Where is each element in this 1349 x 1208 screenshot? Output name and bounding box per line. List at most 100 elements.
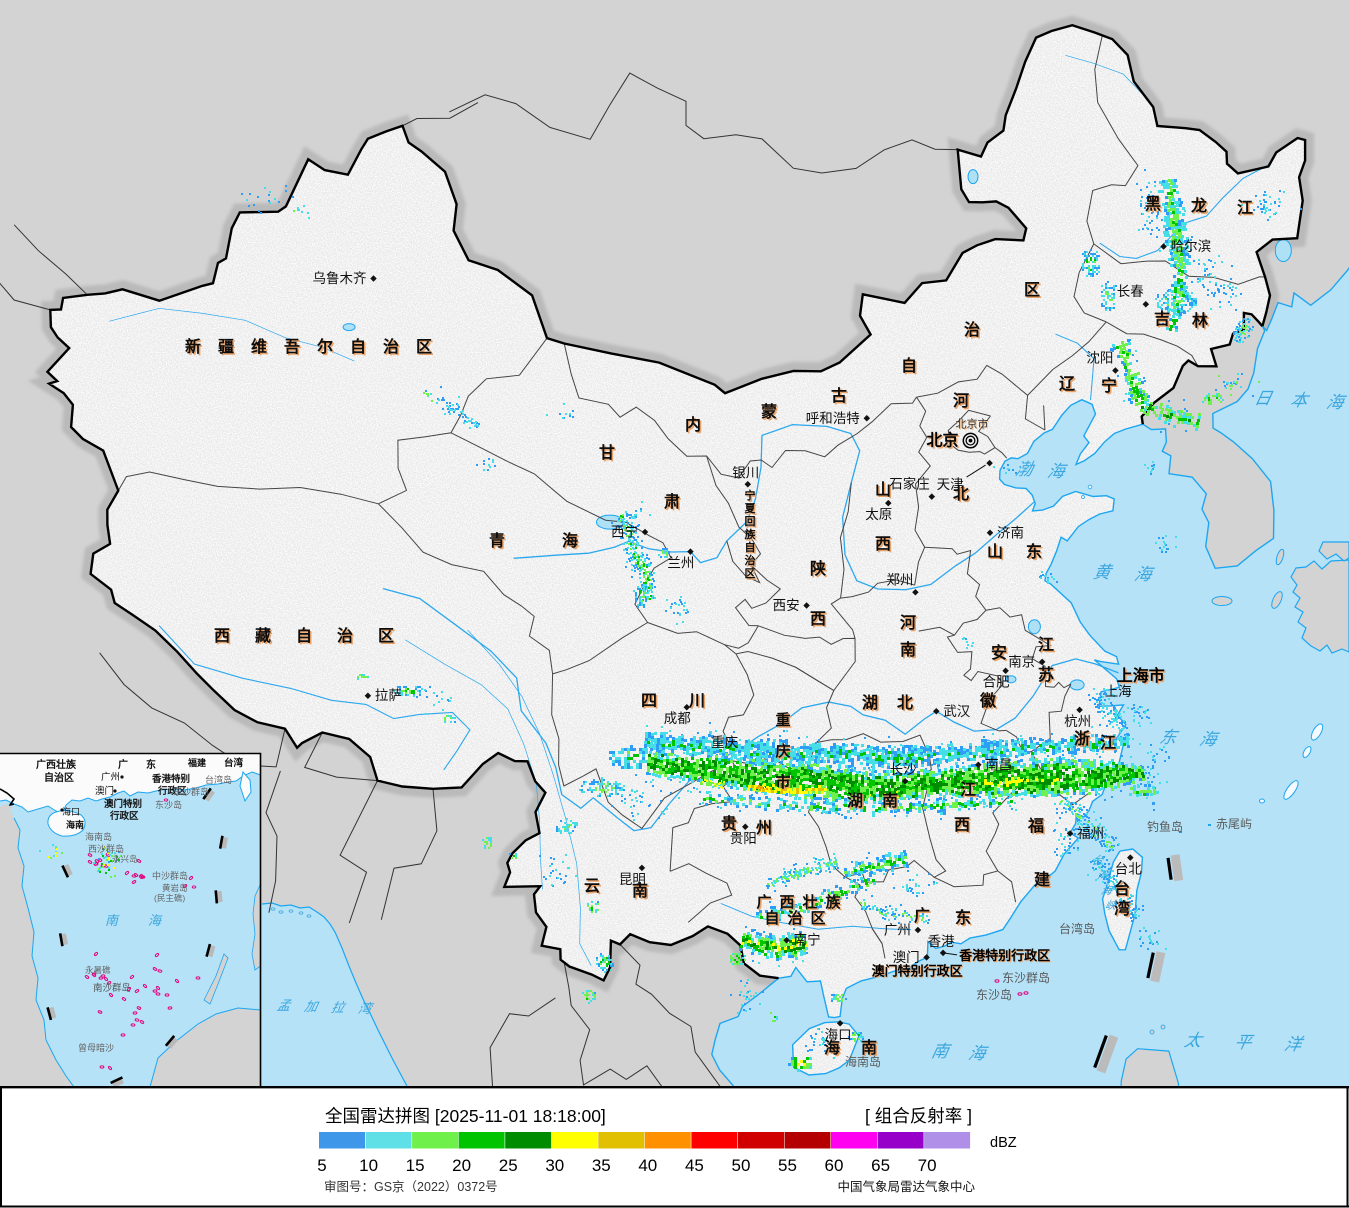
svg-text:回: 回 — [745, 514, 756, 528]
svg-text:55: 55 — [778, 1156, 797, 1175]
svg-text:加: 加 — [303, 999, 321, 1014]
svg-text:曾母暗沙: 曾母暗沙 — [78, 1042, 114, 1053]
svg-text:西沙群岛: 西沙群岛 — [88, 843, 124, 854]
svg-text:香港: 香港 — [928, 934, 956, 949]
svg-text:西: 西 — [875, 535, 891, 553]
svg-text:壮: 壮 — [802, 893, 817, 911]
svg-text:林: 林 — [1192, 311, 1208, 330]
svg-text:中沙群岛: 中沙群岛 — [152, 870, 188, 881]
svg-text:合肥: 合肥 — [983, 675, 1010, 690]
svg-text:福: 福 — [1027, 816, 1044, 835]
svg-text:中国气象局雷达气象中心: 中国气象局雷达气象中心 — [837, 1179, 975, 1194]
svg-text:40: 40 — [638, 1156, 657, 1175]
svg-text:东: 东 — [1026, 542, 1042, 561]
svg-text:永兴岛: 永兴岛 — [112, 854, 138, 864]
svg-text:陕: 陕 — [810, 559, 826, 578]
svg-text:海口: 海口 — [825, 1027, 852, 1042]
svg-text:湖: 湖 — [847, 792, 863, 810]
svg-text:永暑礁: 永暑礁 — [85, 965, 111, 975]
svg-text:湖: 湖 — [862, 694, 878, 712]
svg-text:庆: 庆 — [775, 742, 790, 760]
svg-text:济南: 济南 — [997, 525, 1024, 540]
svg-text:区: 区 — [1024, 281, 1040, 299]
svg-text:广州: 广州 — [884, 923, 911, 938]
svg-text:澳门: 澳门 — [893, 950, 920, 965]
svg-text:黄岩岛: 黄岩岛 — [162, 883, 188, 893]
svg-text:河: 河 — [900, 613, 916, 632]
svg-text:川: 川 — [688, 693, 705, 710]
svg-text:澳门: 澳门 — [95, 785, 114, 797]
svg-text:自: 自 — [745, 540, 756, 554]
svg-text:藏: 藏 — [255, 626, 271, 645]
svg-text:辽: 辽 — [1059, 375, 1076, 393]
svg-text:长沙: 长沙 — [890, 762, 917, 777]
svg-text:澳门特别: 澳门特别 — [104, 798, 142, 810]
svg-text:70: 70 — [918, 1156, 937, 1175]
svg-text:族: 族 — [745, 527, 757, 541]
svg-text:新: 新 — [185, 337, 201, 356]
svg-text:海: 海 — [824, 1038, 840, 1057]
svg-text:福州: 福州 — [1077, 826, 1104, 841]
svg-text:河: 河 — [953, 391, 969, 410]
svg-text:自治区: 自治区 — [44, 771, 74, 784]
svg-text:古: 古 — [831, 386, 847, 405]
svg-text:台湾岛: 台湾岛 — [1059, 921, 1095, 936]
svg-text:西: 西 — [214, 627, 230, 645]
svg-text:北京市: 北京市 — [956, 417, 989, 431]
svg-text:内: 内 — [685, 415, 701, 434]
svg-text:夏: 夏 — [745, 502, 757, 515]
svg-text:建: 建 — [1034, 871, 1050, 889]
svg-text:25: 25 — [499, 1156, 518, 1175]
svg-text:广: 广 — [118, 758, 128, 771]
svg-text:洋: 洋 — [1283, 1034, 1306, 1054]
svg-text:西宁: 西宁 — [611, 524, 638, 540]
svg-text:黑: 黑 — [1145, 195, 1161, 213]
svg-text:台湾岛: 台湾岛 — [205, 774, 232, 785]
svg-text:区: 区 — [810, 910, 825, 927]
svg-text:澳门特别行政区: 澳门特别行政区 — [872, 963, 963, 978]
svg-text:湾: 湾 — [357, 1001, 375, 1016]
svg-text:区: 区 — [416, 338, 432, 356]
svg-text:50: 50 — [732, 1156, 751, 1175]
svg-text:南: 南 — [930, 1041, 954, 1061]
svg-text:沈阳: 沈阳 — [1086, 351, 1113, 366]
svg-text:甘: 甘 — [599, 444, 615, 462]
svg-text:太: 太 — [1183, 1030, 1206, 1050]
svg-text:治: 治 — [337, 626, 353, 645]
svg-text:香港特别: 香港特别 — [151, 773, 190, 785]
svg-text:本: 本 — [1289, 390, 1312, 410]
svg-text:重: 重 — [775, 711, 790, 729]
svg-text:徽: 徽 — [979, 691, 997, 710]
svg-text:35: 35 — [592, 1156, 611, 1175]
svg-text:广西壮族: 广西壮族 — [36, 758, 77, 771]
svg-text:台湾: 台湾 — [224, 757, 244, 769]
svg-text:贵阳: 贵阳 — [730, 831, 757, 846]
svg-text:四: 四 — [641, 693, 657, 710]
svg-text:60: 60 — [825, 1156, 844, 1175]
svg-text:海口: 海口 — [62, 806, 80, 817]
svg-text:山: 山 — [987, 543, 1003, 561]
svg-text:南: 南 — [632, 881, 648, 900]
svg-text:安: 安 — [991, 643, 1007, 662]
svg-text:东: 东 — [1158, 727, 1181, 747]
svg-text:北京: 北京 — [926, 431, 958, 450]
svg-text:海南岛: 海南岛 — [845, 1054, 881, 1069]
svg-text:云: 云 — [584, 878, 600, 895]
svg-text:族: 族 — [825, 893, 841, 911]
svg-text:东沙群岛: 东沙群岛 — [1002, 970, 1050, 985]
svg-text:台: 台 — [1091, 854, 1106, 867]
svg-text:45: 45 — [685, 1156, 704, 1175]
svg-text:西安: 西安 — [773, 598, 800, 613]
svg-text:治: 治 — [964, 320, 980, 339]
svg-text:南昌: 南昌 — [985, 757, 1012, 772]
svg-text:成都: 成都 — [664, 711, 691, 726]
svg-text:海: 海 — [1133, 564, 1157, 584]
svg-text:(民主礁): (民主礁) — [154, 893, 185, 903]
svg-text:区: 区 — [378, 627, 394, 645]
svg-text:江: 江 — [960, 781, 976, 799]
svg-text:上海市: 上海市 — [1117, 666, 1165, 685]
svg-text:东: 东 — [955, 908, 971, 927]
svg-text:海: 海 — [967, 1043, 991, 1063]
svg-text:行政区: 行政区 — [157, 785, 187, 797]
svg-text:东沙岛: 东沙岛 — [155, 799, 182, 810]
